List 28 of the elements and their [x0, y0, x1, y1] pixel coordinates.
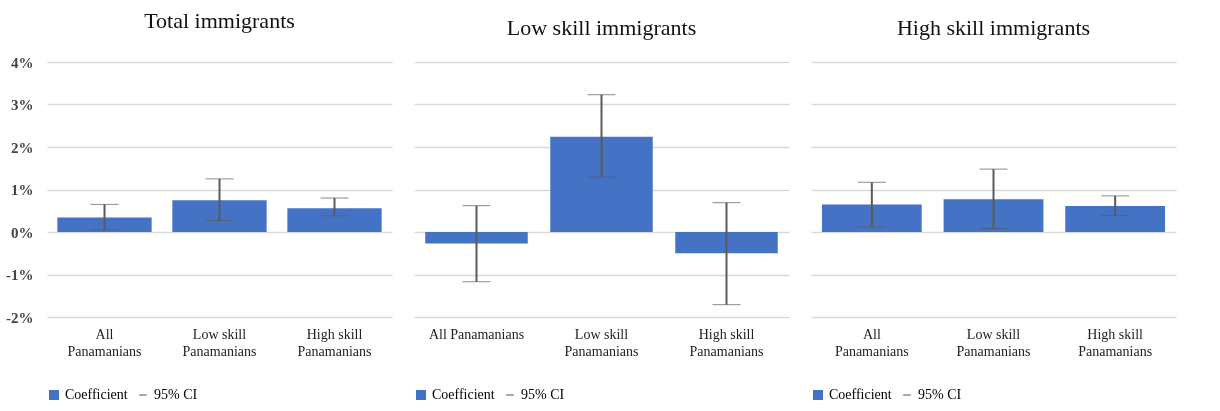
chart-title: Low skill immigrants — [506, 15, 697, 40]
x-tick-label: All Panamanians — [834, 326, 909, 359]
x-tick-label: Low skill Panamanians — [182, 326, 257, 359]
y-tick-label: 3% — [11, 97, 34, 113]
legend-label: Coefficient — [829, 387, 892, 402]
x-tick-label: High skill Panamanians — [297, 326, 372, 359]
chart-title: Total immigrants — [144, 8, 295, 33]
y-tick-label: 4% — [11, 54, 34, 71]
y-tick-label: 0% — [11, 224, 34, 241]
x-tick-label: All Panamanians — [67, 326, 142, 359]
x-tick-label: All Panamanians — [428, 326, 525, 342]
x-tick-label: High skill Panamanians — [1078, 326, 1153, 359]
y-tick-label: -2% — [6, 309, 34, 326]
chart-title: High skill immigrants — [896, 15, 1091, 40]
bar — [172, 200, 267, 232]
bar — [287, 208, 382, 232]
x-tick-label: Low skill Panamanians — [956, 326, 1031, 359]
x-tick-label: High skill Panamanians — [689, 326, 764, 359]
y-tick-label: 1% — [11, 182, 34, 198]
text: 95% CI — [521, 387, 565, 402]
text: 95% CI — [918, 387, 962, 402]
y-tick-label: -1% — [6, 267, 34, 283]
y-tick-label: 2% — [11, 139, 34, 156]
bar — [57, 217, 152, 232]
legend-label: Coefficient — [432, 387, 495, 402]
x-tick-label: Low skill Panamanians — [564, 326, 639, 359]
legend-label: Coefficient — [65, 387, 128, 402]
text: 95% CI — [154, 387, 198, 402]
